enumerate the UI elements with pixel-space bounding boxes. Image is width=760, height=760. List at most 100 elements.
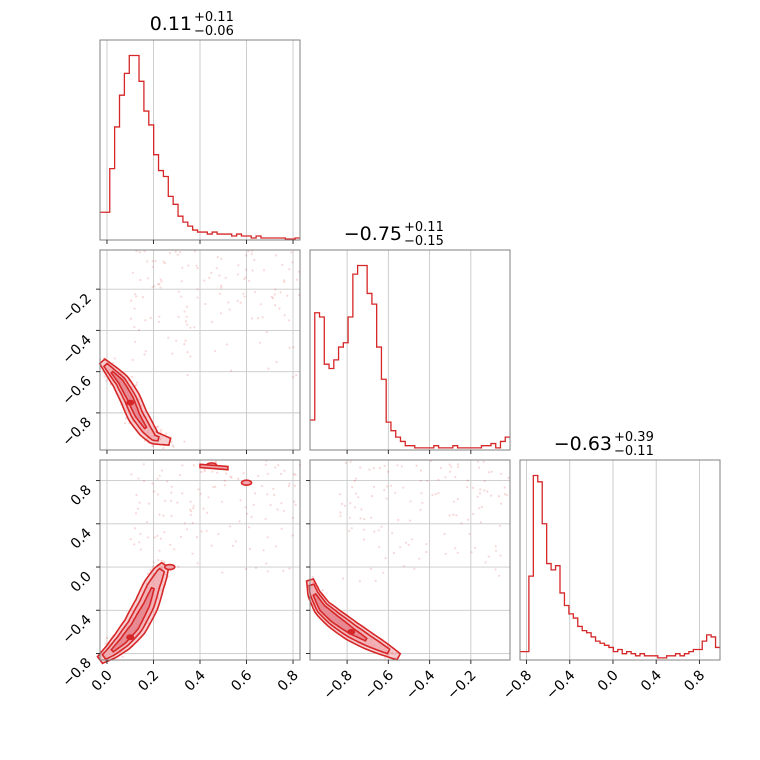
sample-point [156,477,159,480]
sample-point [360,508,363,511]
panel-frame [309,249,511,451]
sample-point [259,303,262,306]
sample-point [135,295,138,298]
sample-point [210,320,214,323]
sample-point [358,580,361,583]
sample-point [180,280,183,283]
sample-point [180,295,183,298]
sample-point [199,492,202,495]
sample-point [155,425,158,428]
sample-point [498,524,502,528]
sample-point [160,428,163,431]
sample-point [138,501,141,504]
contour-island [199,463,229,471]
sample-point [293,484,296,487]
sample-point [170,485,173,488]
sample-point [220,500,224,503]
sample-point [348,516,351,519]
sample-point [229,525,232,528]
sample-point [183,522,186,525]
sample-point [257,317,260,320]
sample-point [143,479,146,483]
sample-point [238,520,241,523]
sample-point [261,316,264,319]
sample-point [246,512,249,515]
sample-point [456,551,459,554]
sample-point [478,466,481,469]
sample-point [363,518,366,521]
sample-point [157,425,160,428]
sample-point [237,264,240,267]
sample-point [183,343,186,346]
sample-point [476,460,480,463]
sample-point [465,486,469,489]
sample-point [228,308,231,311]
sample-point [497,495,500,498]
sample-point [134,293,137,296]
sample-point [425,550,428,554]
sample-point [373,485,376,488]
sample-point [448,514,451,517]
sample-point [482,460,485,463]
sample-point [147,502,151,505]
sample-point [415,464,418,467]
sample-point [454,475,457,479]
sample-point [269,504,272,507]
sample-point [262,269,266,272]
sample-point [349,502,352,505]
sample-point [242,472,245,475]
sample-point [225,343,228,346]
sample-point [131,358,134,361]
sample-point [234,540,237,543]
sample-point [134,340,137,343]
sample-point [260,484,264,488]
sample-point [146,277,149,280]
sample-point [243,278,246,281]
sample-point [190,510,193,513]
sample-point [179,251,182,254]
sample-point [483,480,486,483]
sample-point [275,361,278,364]
sample-point [177,315,180,318]
panel-title-1: 0.11 +0.11−0.06 [150,10,234,39]
x-tick-label: −0.4 [543,667,578,702]
sample-point [168,251,172,255]
sample-point [189,326,192,329]
sample-point [418,557,421,560]
x-tick-label: −0.2 [444,668,479,703]
sample-point [288,567,291,570]
x-tick-label: 0.2 [135,668,162,695]
sample-point [159,537,162,540]
sample-point [505,494,508,497]
sample-point [218,292,221,295]
sample-point [250,317,254,320]
sample-point [472,513,475,516]
sample-point [205,529,208,532]
sample-point [211,470,214,473]
sample-point [185,305,188,308]
sample-point [214,460,218,463]
sample-point [158,474,161,477]
sample-point [137,328,141,331]
sample-point [138,251,141,254]
sample-point [129,538,132,541]
title-median: −0.75 [344,223,402,245]
sample-point [145,521,148,524]
sample-point [170,491,173,494]
sample-point [104,642,107,645]
sample-point [163,531,166,534]
sample-point [179,535,183,539]
sample-point [343,504,346,507]
sample-point [143,250,146,253]
sample-point [195,264,198,267]
sample-point [291,534,294,537]
sample-point [203,468,206,471]
panel-title-3: −0.63 +0.39−0.11 [554,430,654,459]
sample-point [169,543,172,546]
sample-point [421,501,424,504]
sample-point [163,262,167,265]
sample-point [383,488,386,492]
sample-point [357,496,360,499]
sample-point [152,565,155,568]
histogram-2 [310,264,510,449]
